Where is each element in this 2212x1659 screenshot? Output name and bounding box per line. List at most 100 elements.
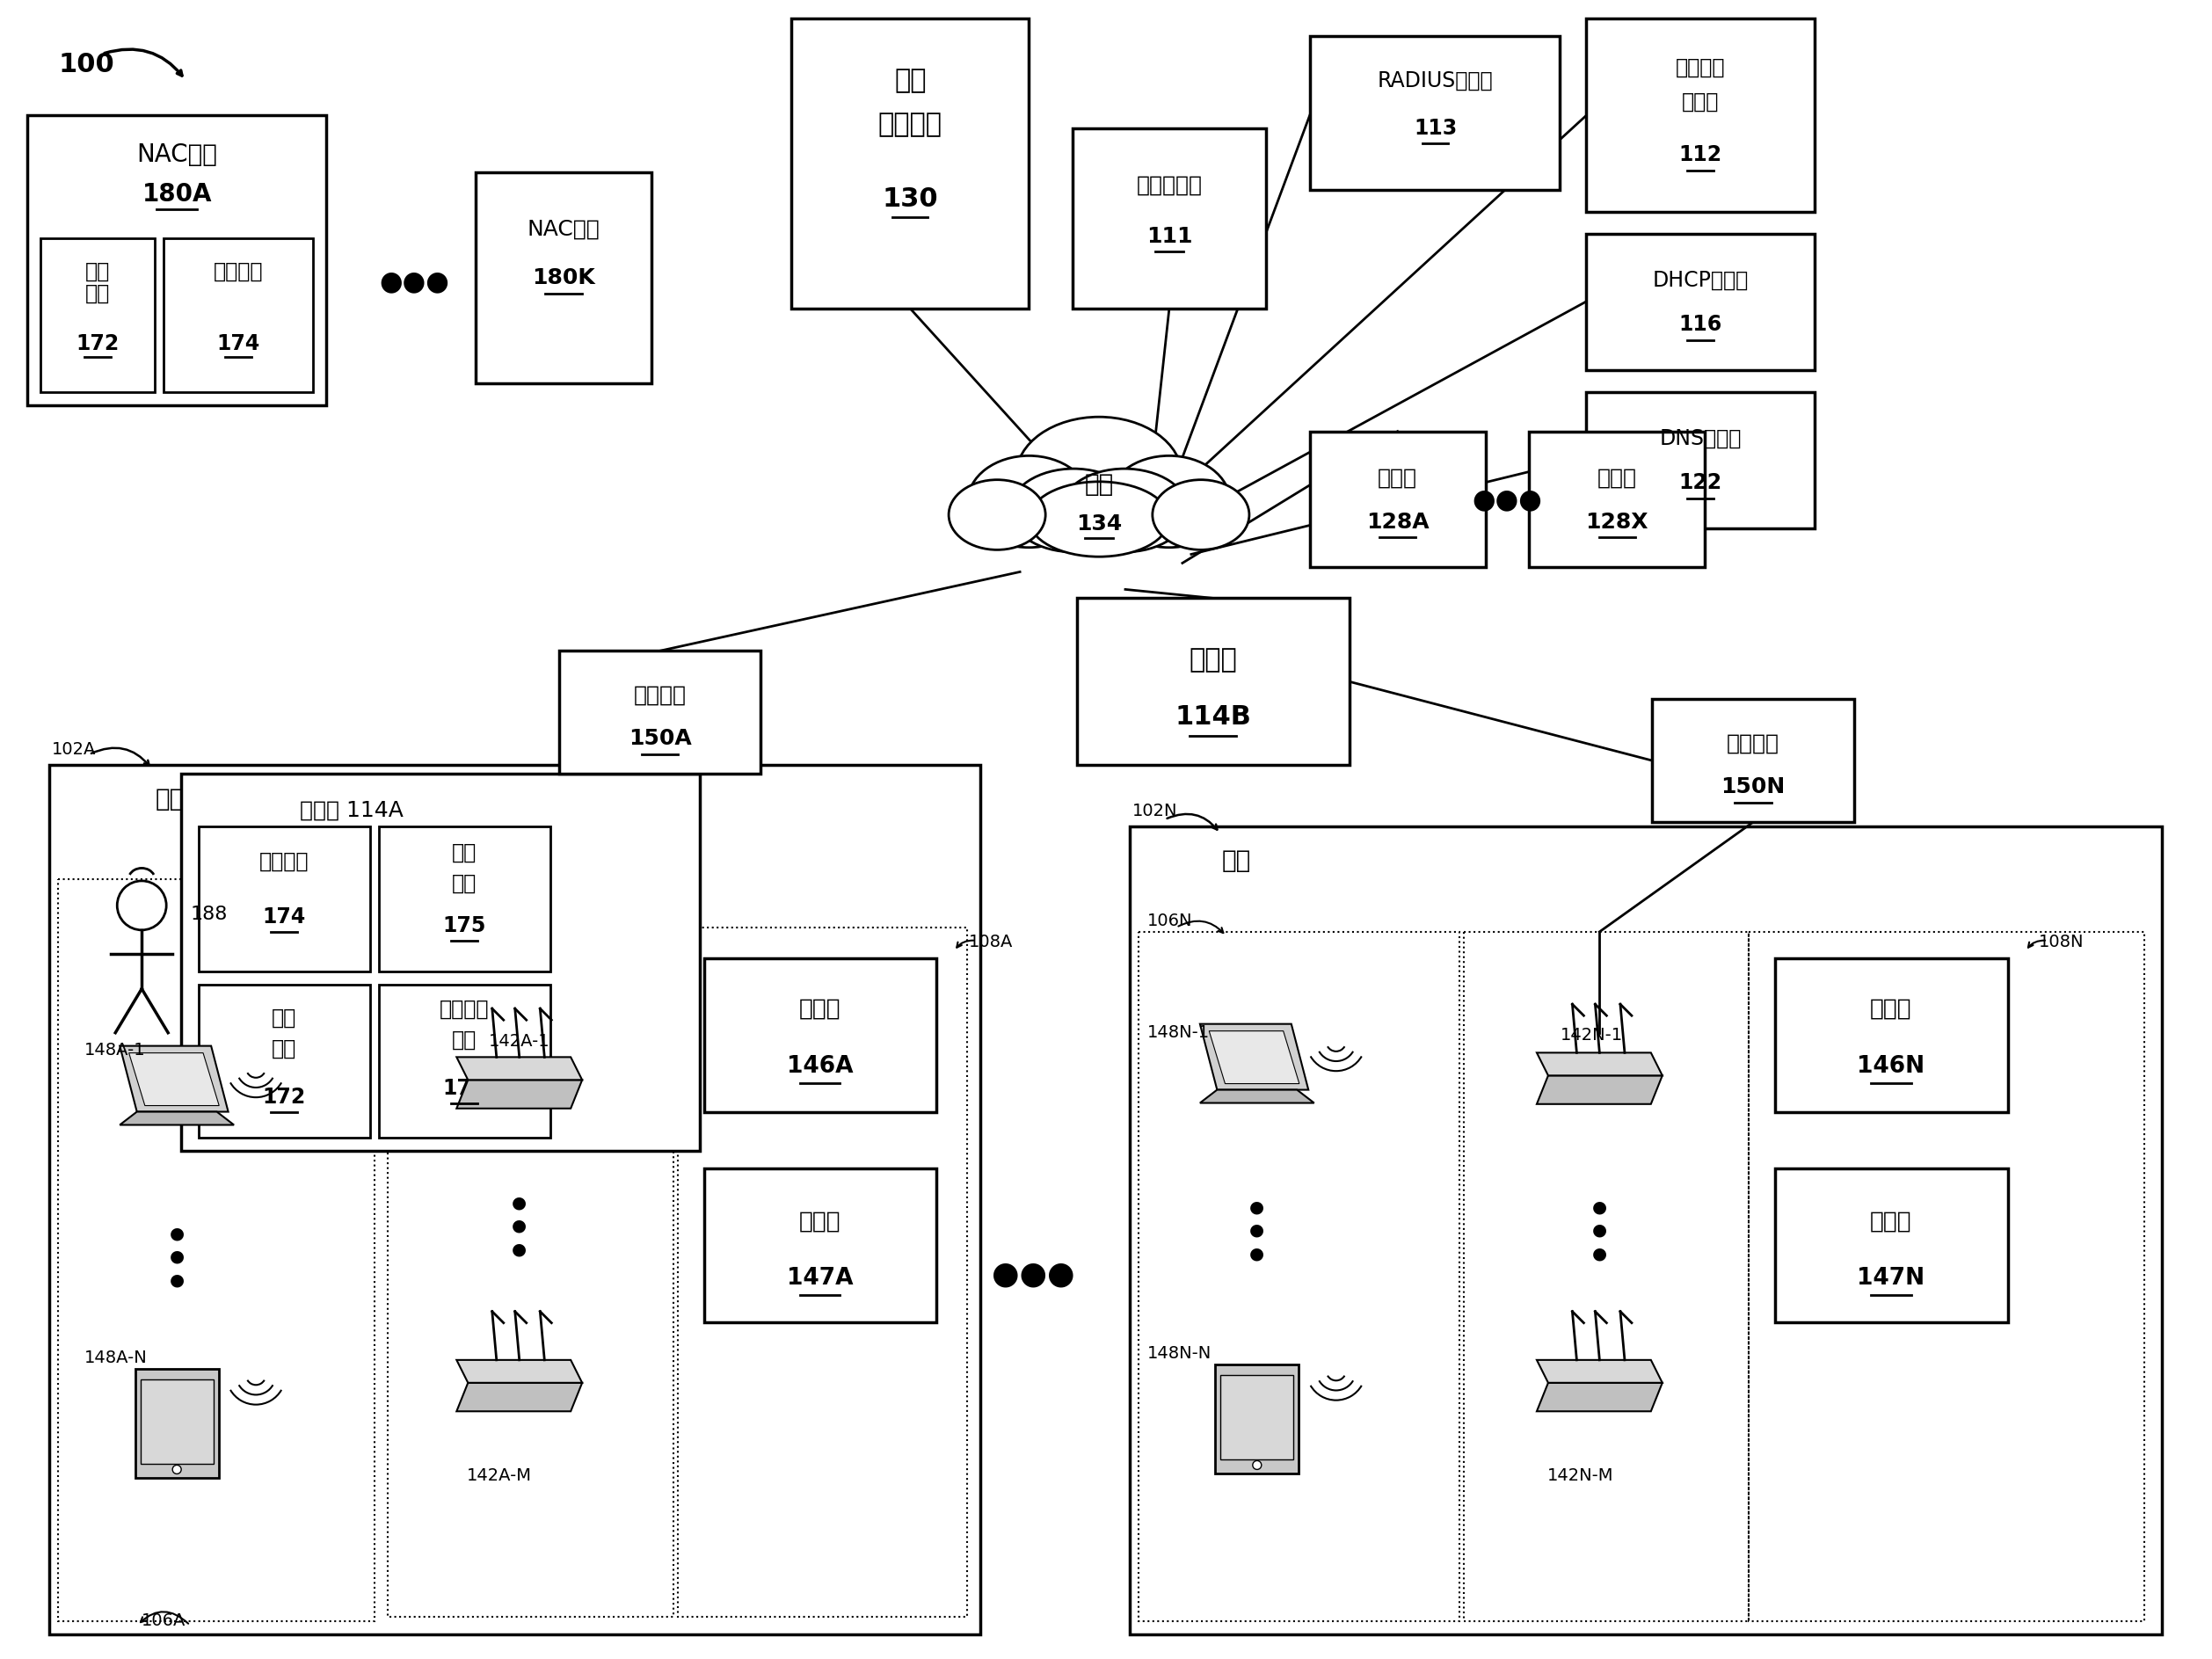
- Bar: [58, 879, 374, 1621]
- Bar: [1528, 431, 1705, 567]
- Text: DNS服务器: DNS服务器: [1659, 428, 1741, 450]
- Text: 服务器: 服务器: [1681, 91, 1719, 113]
- Bar: [1139, 932, 1460, 1621]
- Ellipse shape: [1108, 456, 1230, 547]
- Bar: [378, 826, 551, 971]
- Ellipse shape: [969, 456, 1091, 547]
- Text: ●●●: ●●●: [991, 1259, 1075, 1289]
- Text: 146A: 146A: [787, 1055, 854, 1077]
- Bar: [703, 1170, 936, 1322]
- Text: NAC系统: NAC系统: [526, 219, 599, 241]
- Text: 130: 130: [883, 186, 938, 211]
- Text: 113: 113: [1413, 118, 1458, 139]
- Text: NAC系统: NAC系统: [137, 143, 217, 168]
- Bar: [1586, 18, 1814, 212]
- Text: 服务器: 服务器: [1378, 468, 1418, 488]
- Text: 交换机: 交换机: [1869, 997, 1911, 1020]
- Text: 172: 172: [263, 1087, 305, 1107]
- Text: 站点: 站点: [155, 786, 184, 811]
- Bar: [1310, 431, 1486, 567]
- Text: 端点属性: 端点属性: [259, 851, 310, 873]
- Text: 接入控制: 接入控制: [440, 999, 489, 1020]
- Text: 管理系统: 管理系统: [878, 111, 942, 138]
- Polygon shape: [1537, 1053, 1663, 1075]
- Text: 180K: 180K: [531, 267, 595, 289]
- Ellipse shape: [1152, 479, 1250, 549]
- Bar: [139, 1379, 212, 1465]
- Text: 102A: 102A: [53, 742, 97, 758]
- Ellipse shape: [1015, 416, 1181, 534]
- Text: 142A-1: 142A-1: [489, 1034, 551, 1050]
- Bar: [703, 959, 936, 1112]
- Text: 150N: 150N: [1721, 776, 1785, 798]
- Bar: [40, 239, 155, 392]
- Polygon shape: [456, 1360, 582, 1384]
- Bar: [164, 239, 312, 392]
- Polygon shape: [1210, 1030, 1298, 1083]
- Bar: [199, 984, 369, 1138]
- Text: ●
●
●: ● ● ●: [170, 1224, 184, 1289]
- Text: 用户: 用户: [86, 260, 111, 282]
- Text: 146N: 146N: [1858, 1055, 1924, 1077]
- Bar: [1310, 36, 1559, 191]
- Text: 属性: 属性: [86, 284, 111, 304]
- Text: 108A: 108A: [969, 934, 1013, 951]
- Text: 100: 100: [58, 51, 115, 78]
- Text: 安全: 安全: [451, 843, 476, 863]
- Text: 180A: 180A: [142, 182, 212, 207]
- Text: 交换机: 交换机: [799, 997, 841, 1020]
- Text: 116: 116: [1679, 314, 1723, 335]
- Text: ●●●: ●●●: [378, 269, 449, 295]
- Text: 策略: 策略: [451, 873, 476, 894]
- Bar: [49, 765, 980, 1634]
- Text: ●●●: ●●●: [1473, 488, 1542, 513]
- Text: 活动目录: 活动目录: [1677, 56, 1725, 78]
- Bar: [1776, 959, 2008, 1112]
- Polygon shape: [1537, 1384, 1663, 1412]
- Bar: [387, 927, 672, 1616]
- Ellipse shape: [1062, 469, 1188, 552]
- Text: 122: 122: [1679, 471, 1723, 493]
- Text: 174: 174: [263, 906, 305, 927]
- Circle shape: [117, 881, 166, 931]
- Polygon shape: [1199, 1024, 1310, 1090]
- Text: 路由器: 路由器: [1869, 1209, 1911, 1233]
- Ellipse shape: [1029, 481, 1168, 557]
- Ellipse shape: [1011, 469, 1137, 552]
- Text: 108N: 108N: [2039, 934, 2084, 951]
- Text: 边缘设备: 边缘设备: [633, 684, 686, 705]
- Text: 147A: 147A: [787, 1267, 854, 1291]
- Text: 边缘设备: 边缘设备: [1728, 733, 1781, 753]
- Text: 128X: 128X: [1586, 511, 1648, 533]
- Circle shape: [173, 1465, 181, 1473]
- Text: 147N: 147N: [1858, 1267, 1924, 1291]
- Bar: [476, 173, 650, 383]
- Polygon shape: [456, 1384, 582, 1412]
- Text: 106N: 106N: [1148, 912, 1192, 929]
- Text: 数据: 数据: [451, 1029, 476, 1050]
- Bar: [1776, 1170, 2008, 1322]
- Bar: [1586, 392, 1814, 528]
- Text: 网络: 网络: [894, 68, 927, 93]
- Bar: [560, 650, 761, 773]
- Text: 128A: 128A: [1367, 511, 1429, 533]
- Bar: [135, 1369, 219, 1478]
- Bar: [1221, 1375, 1294, 1460]
- Ellipse shape: [949, 479, 1046, 549]
- Text: 150A: 150A: [628, 728, 692, 750]
- Polygon shape: [1199, 1090, 1314, 1103]
- Bar: [27, 116, 325, 405]
- Text: 防火墙: 防火墙: [1190, 647, 1237, 672]
- Bar: [181, 773, 699, 1151]
- Bar: [1586, 234, 1814, 370]
- Text: 142N-M: 142N-M: [1546, 1468, 1613, 1485]
- Bar: [199, 826, 369, 971]
- Text: 站点: 站点: [1221, 848, 1252, 873]
- Bar: [1750, 932, 2143, 1621]
- Text: 用户: 用户: [272, 1007, 296, 1029]
- Polygon shape: [119, 1112, 234, 1125]
- Text: 148N-N: 148N-N: [1148, 1345, 1212, 1362]
- Text: 176: 176: [442, 1077, 487, 1098]
- Bar: [378, 984, 551, 1138]
- Polygon shape: [119, 1045, 228, 1112]
